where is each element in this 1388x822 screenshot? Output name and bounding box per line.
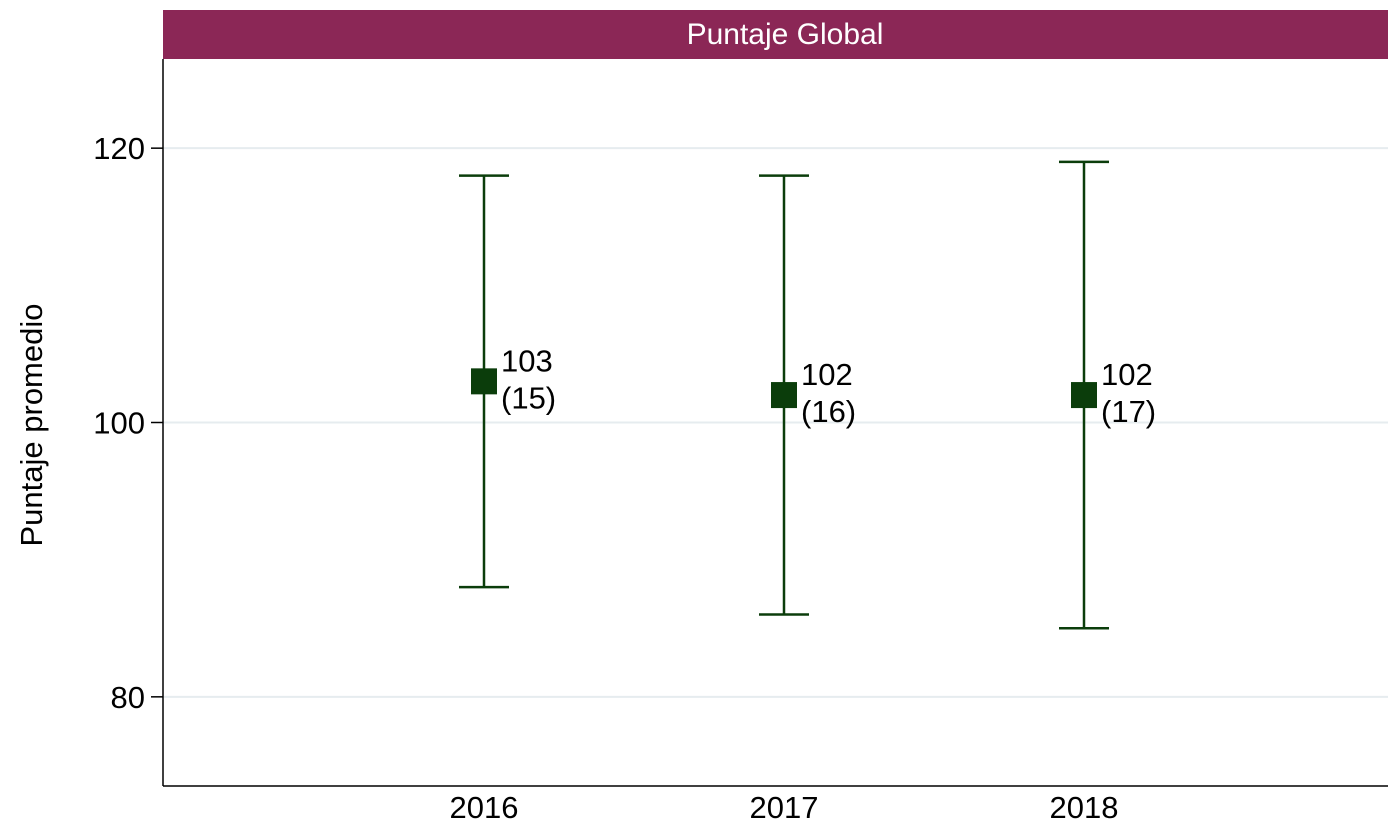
y-tick-label: 120 [93, 131, 145, 166]
grid-lines [163, 147, 1388, 698]
mean-marker [771, 382, 797, 409]
y-tick-label: 80 [111, 680, 145, 715]
data-marks: 103(15)102(16)102(17) [459, 160, 1156, 630]
x-tick-label: 2017 [750, 790, 819, 822]
y-tick-label: 100 [93, 406, 145, 441]
mean-marker [1071, 382, 1097, 409]
sd-label: (17) [1101, 394, 1156, 429]
value-label: 102 [1101, 357, 1153, 392]
y-axis-label: Puntaje promedio [14, 304, 49, 547]
chart-title-bar [163, 10, 1388, 59]
value-label: 103 [501, 343, 553, 378]
chart-title: Puntaje Global [687, 18, 884, 51]
y-ticks: 80 100 120 [93, 131, 163, 715]
x-tick-label: 2016 [450, 790, 519, 822]
value-label: 102 [801, 357, 853, 392]
x-ticks: 2016 2017 2018 [450, 790, 1119, 822]
x-tick-label: 2018 [1050, 790, 1119, 822]
sd-label: (15) [501, 380, 556, 415]
sd-label: (16) [801, 394, 856, 429]
mean-marker [471, 368, 497, 395]
